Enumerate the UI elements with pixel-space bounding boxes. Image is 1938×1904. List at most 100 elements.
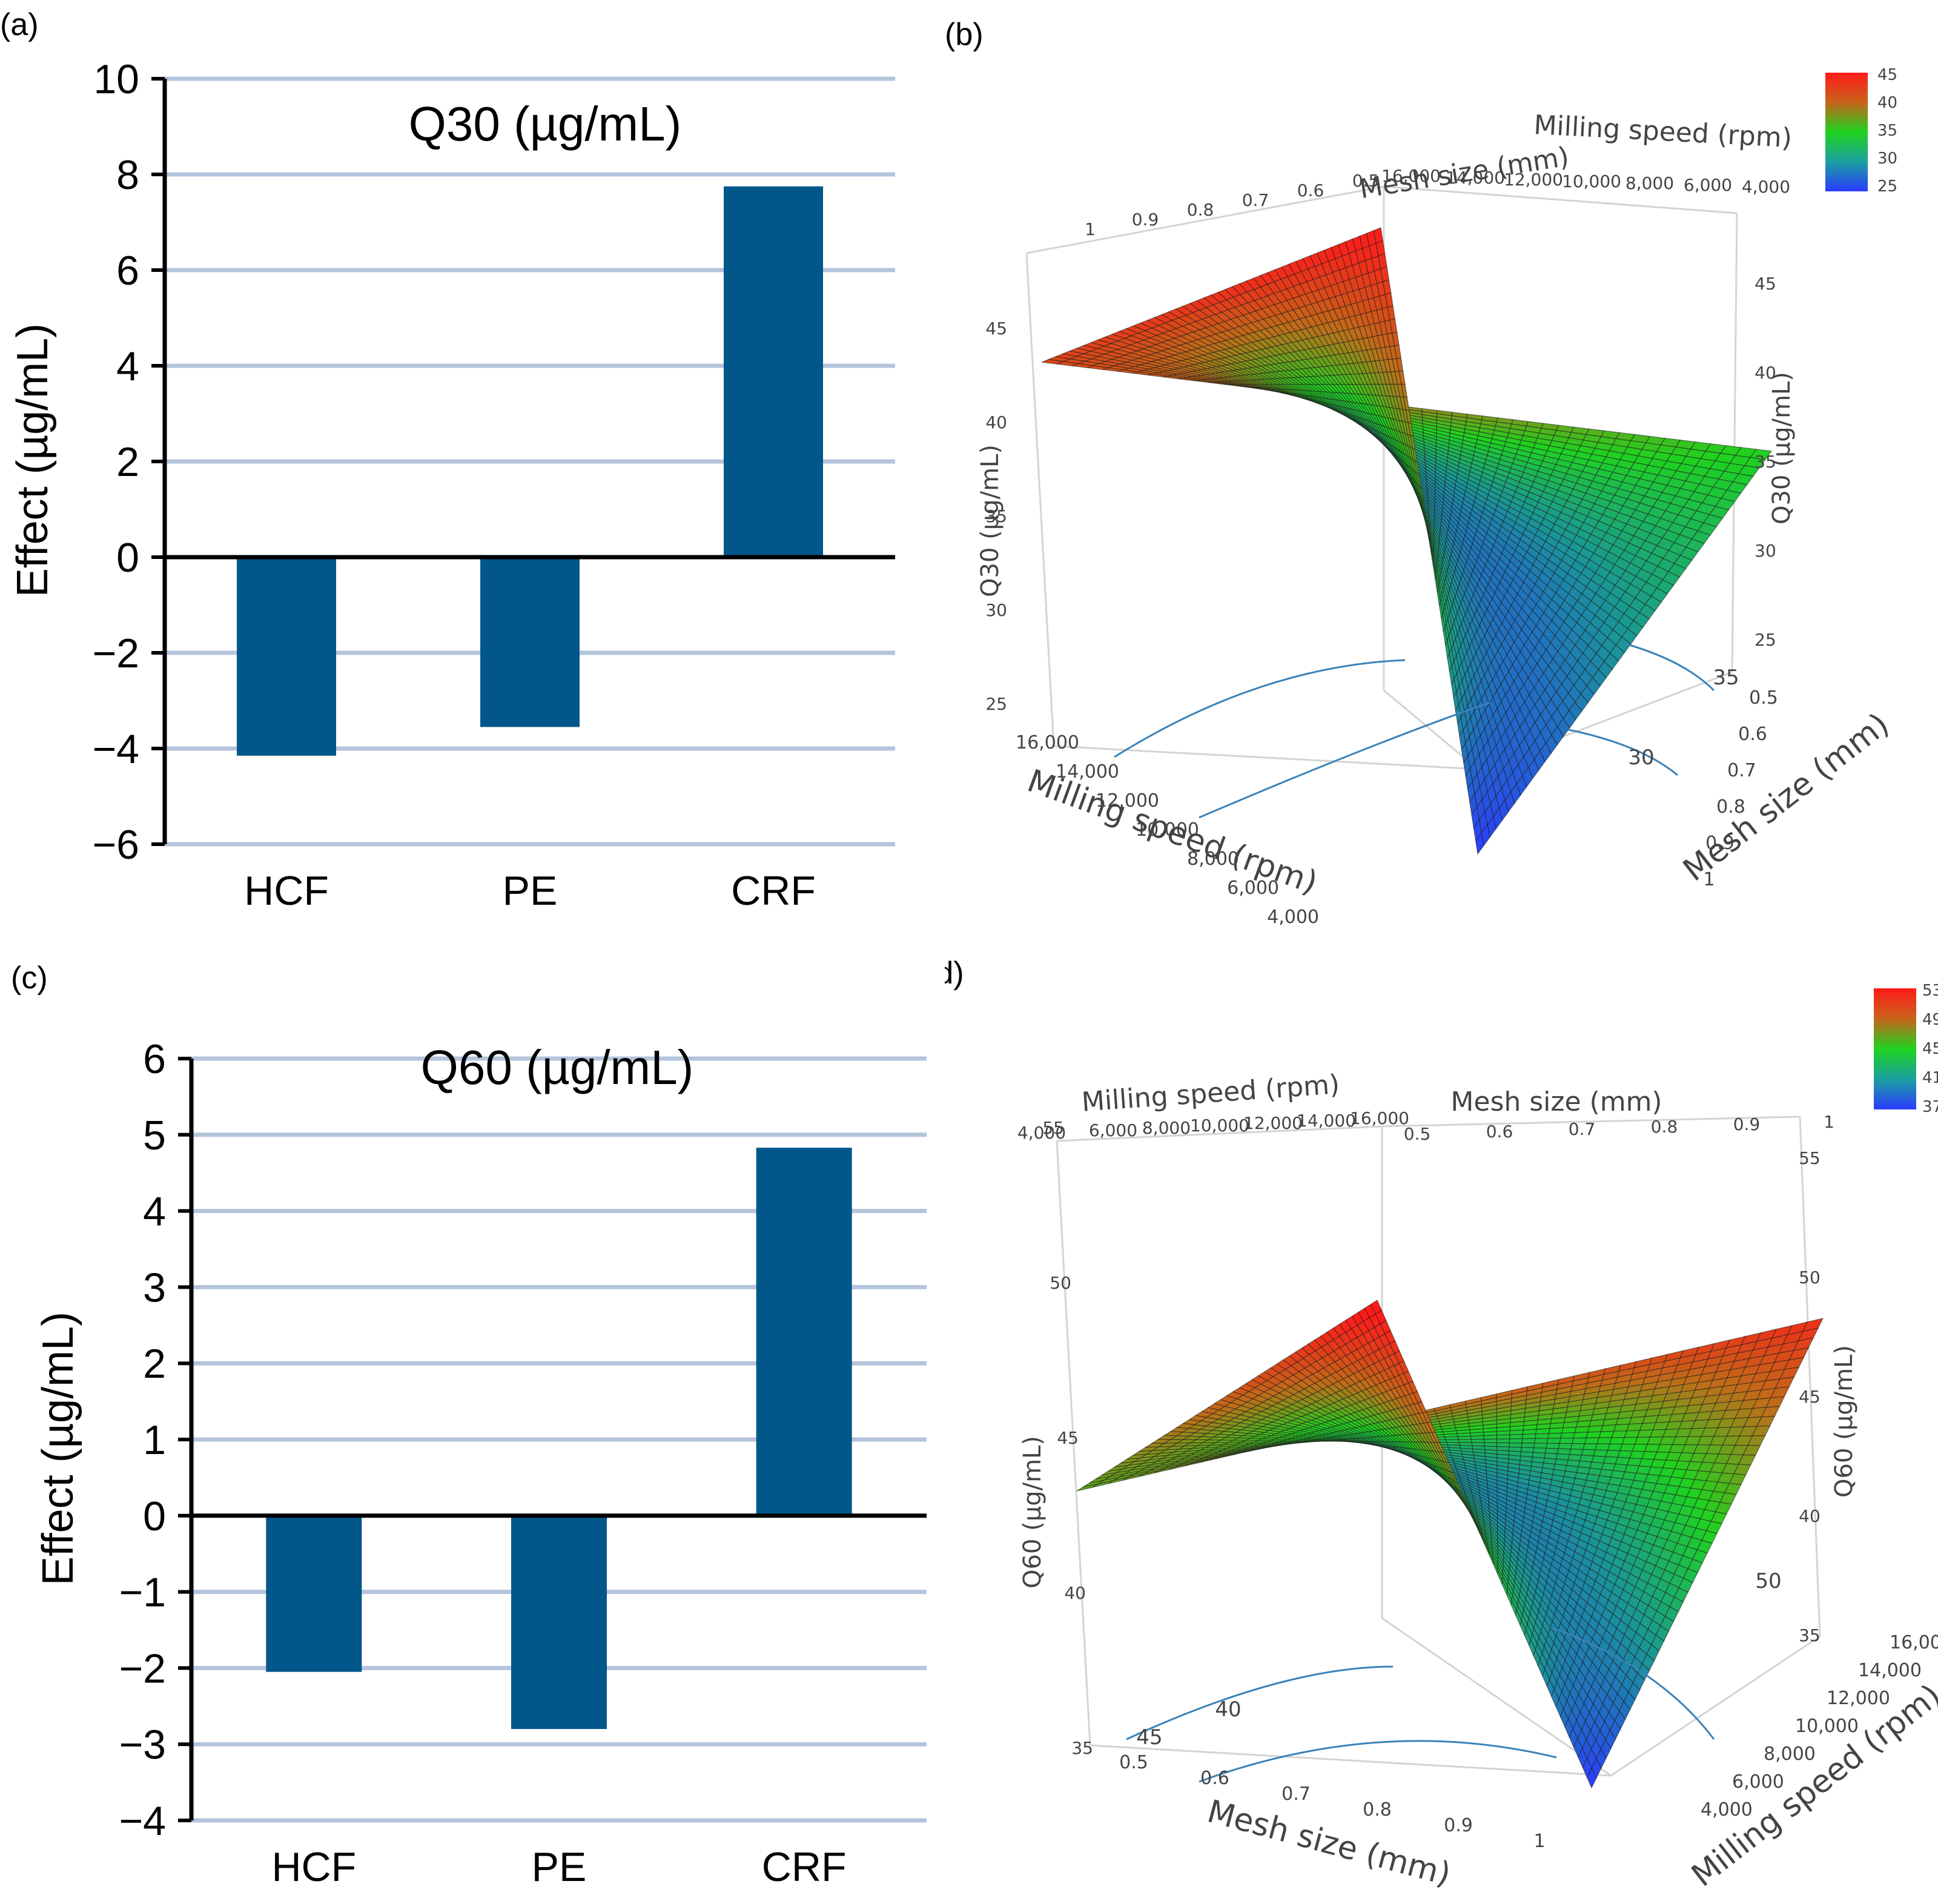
bar-crf — [724, 186, 823, 557]
back-tick-label: 4,000 — [1742, 177, 1790, 197]
z-tick-label: 50 — [1799, 1268, 1821, 1288]
surface-cell — [1559, 1438, 1574, 1444]
surface-cell — [1593, 1449, 1609, 1457]
front-tick-label: 16,000 — [1016, 732, 1079, 753]
contour-line — [1126, 1665, 1394, 1740]
contour-label: 40 — [1215, 1697, 1241, 1722]
back-tick-label: 14,000 — [1446, 168, 1505, 188]
surface-cell — [1483, 1435, 1498, 1440]
front-tick-label: 6,000 — [1227, 878, 1279, 899]
surface-cell — [1587, 1425, 1604, 1433]
z-tick-label: 35 — [1799, 1625, 1821, 1645]
z-tick-label: 45 — [1754, 274, 1776, 294]
front-tick-label: 0.8 — [1716, 796, 1745, 818]
bar-pe — [480, 557, 580, 727]
y-tick-label: 2 — [143, 1341, 166, 1387]
z-tick-label: 45 — [1057, 1428, 1079, 1448]
surface-cell — [1586, 1431, 1602, 1439]
box-edge — [1383, 185, 1738, 214]
y-tick-label: 4 — [143, 1189, 166, 1235]
surface-cell — [1534, 1438, 1549, 1444]
contour-line — [1568, 729, 1678, 776]
front-tick-label: 0.9 — [1444, 1815, 1473, 1836]
z-tick-label: 45 — [1799, 1387, 1821, 1407]
surface-cell — [1547, 1432, 1563, 1439]
contour-label: 50 — [1755, 1569, 1781, 1593]
front-tick-label: 0.7 — [1727, 760, 1756, 781]
surface-cell — [1535, 1433, 1550, 1440]
back-tick-label: 16,000 — [1381, 166, 1441, 186]
back-tick-label: 12,000 — [1243, 1113, 1303, 1133]
back-axis-label: Mesh size (mm) — [1450, 1086, 1662, 1117]
box-edge — [1056, 1125, 1383, 1142]
front-axis-label: Milling speed (rpm) — [1023, 763, 1322, 902]
back-tick-label: 8,000 — [1142, 1118, 1191, 1138]
y-tick-label: 1 — [143, 1417, 166, 1463]
z-axis-label: Q60 (µg/mL) — [1830, 1345, 1858, 1498]
z-tick-label: 30 — [1754, 541, 1776, 561]
y-axis-label: Effect (µg/mL) — [34, 1312, 82, 1585]
front-tick-label: 1 — [1703, 869, 1715, 890]
y-tick-label: 6 — [143, 1036, 166, 1082]
panel-d: (d) Milling speed (rpm)4,0006,0008,00010… — [945, 952, 1938, 1904]
front-tick-label: 4,000 — [1267, 907, 1319, 928]
surface-cell — [1546, 1438, 1561, 1444]
y-tick-label: 0 — [143, 1493, 166, 1539]
y-tick-label: −2 — [92, 630, 139, 676]
surface-plot-q30: (b) Mesh size (mm)1 0.9 0.8 0.7 0.6 0.5Millin… — [945, 17, 1897, 928]
surface-cell — [1573, 1432, 1589, 1439]
box-edge — [1610, 1635, 1821, 1777]
contour-label: 45 — [1136, 1725, 1162, 1750]
z-tick-label: 25 — [985, 694, 1007, 714]
panel-label: (a) — [0, 7, 39, 42]
y-tick-label: 10 — [93, 56, 139, 102]
x-tick-label: HCF — [271, 1844, 356, 1890]
colorbar-tick-label: 49 — [1922, 1011, 1938, 1029]
front-axis-label: Milling speed (rpm) — [1685, 1678, 1938, 1894]
surface-cell — [1595, 1443, 1610, 1451]
x-tick-label: PE — [532, 1844, 587, 1890]
surface-cell — [1560, 1432, 1576, 1439]
box-edge — [1381, 1116, 1801, 1128]
surface-cell — [1581, 1449, 1596, 1456]
y-tick-label: 4 — [116, 343, 139, 389]
surface-cell — [1548, 1427, 1564, 1434]
colorbar-tick-label: 45 — [1877, 66, 1897, 84]
z-tick-label: 30 — [985, 600, 1007, 620]
chart-title: Q30 (µg/mL) — [409, 97, 682, 151]
surface-cell — [1572, 1437, 1587, 1444]
box-edge — [1799, 1116, 1821, 1637]
x-tick-label: PE — [503, 868, 558, 914]
surface-cell — [1586, 1767, 1597, 1789]
panel-label: (d) — [945, 956, 964, 991]
contour-line — [1622, 642, 1715, 692]
surface-cell — [1496, 1434, 1510, 1440]
surface-cell — [1598, 1430, 1615, 1438]
front-tick-label: 8,000 — [1764, 1744, 1816, 1765]
x-tick-label: CRF — [762, 1844, 847, 1890]
front-tick-label: 6,000 — [1732, 1771, 1784, 1793]
back-axis-label: Milling speed (rpm) — [1533, 110, 1793, 154]
surface-plot-q60: (d) Milling speed (rpm)4,0006,0008,00010… — [945, 956, 1938, 1894]
box-edge — [1731, 213, 1738, 673]
surface-cell — [1546, 1443, 1560, 1449]
bar-pe — [511, 1515, 607, 1730]
surface-cell — [1535, 1428, 1550, 1435]
front-tick-label: 0.8 — [1363, 1799, 1392, 1820]
box-edge — [1056, 1140, 1091, 1746]
colorbar-tick-label: 30 — [1877, 150, 1897, 168]
surface-cell — [1470, 1438, 1485, 1443]
surface-cell — [1574, 1426, 1590, 1433]
back-tick-label: 12,000 — [1504, 170, 1563, 190]
colorbar-tick-label: 25 — [1877, 177, 1897, 196]
chart-title: Q60 (µg/mL) — [421, 1040, 694, 1094]
box-edge — [1383, 689, 1478, 770]
front-tick-label: 1 — [1533, 1831, 1545, 1852]
front-tick-label: 0.6 — [1738, 724, 1767, 745]
surface-cell — [1496, 1438, 1510, 1444]
y-tick-label: 2 — [116, 439, 139, 485]
z-tick-label: 35 — [1071, 1738, 1093, 1758]
x-tick-label: CRF — [731, 868, 816, 914]
contour-line — [1114, 659, 1406, 758]
